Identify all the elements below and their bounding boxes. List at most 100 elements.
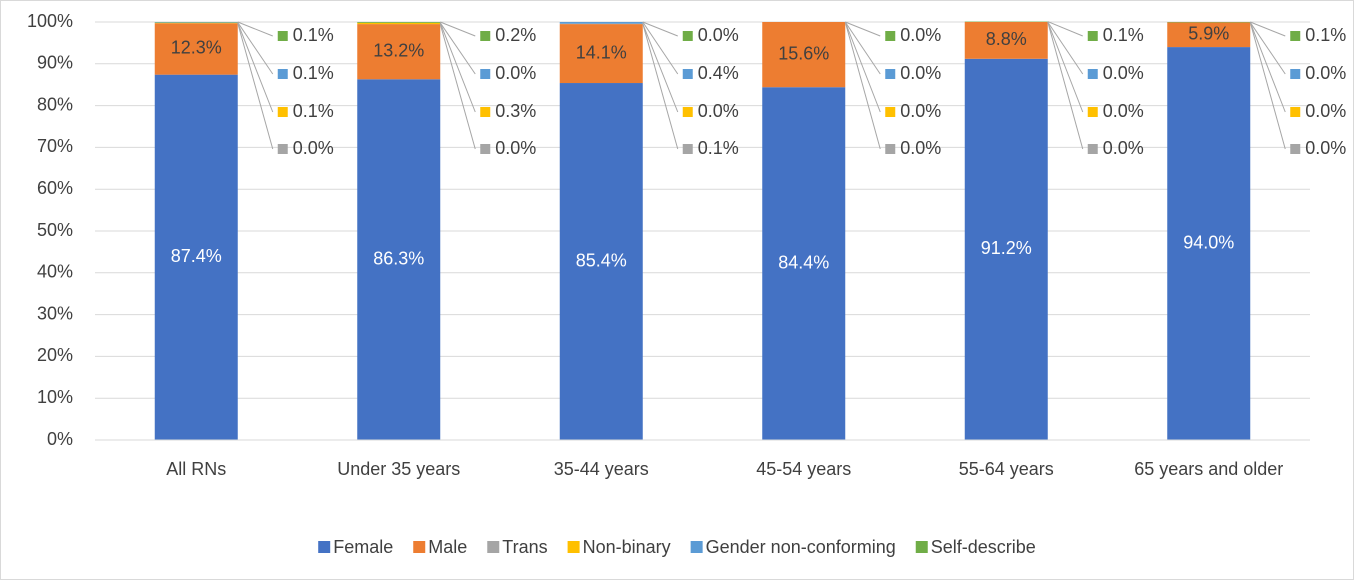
label-swatch bbox=[1290, 144, 1301, 154]
label-swatch bbox=[1290, 69, 1301, 79]
data-label: 0.1% bbox=[293, 101, 334, 121]
label-swatch bbox=[885, 31, 896, 41]
leader-line bbox=[439, 22, 476, 75]
legend-swatch bbox=[567, 541, 580, 553]
data-label: 14.1% bbox=[576, 42, 627, 62]
data-label: 8.8% bbox=[986, 29, 1027, 49]
leader-line bbox=[642, 23, 679, 150]
y-tick-label: 80% bbox=[37, 94, 73, 114]
label-swatch bbox=[885, 144, 896, 154]
label-swatch bbox=[480, 107, 491, 117]
y-tick-label: 60% bbox=[37, 178, 73, 198]
bar-segment bbox=[964, 22, 1048, 59]
label-swatch bbox=[480, 31, 491, 41]
leader-line bbox=[642, 23, 679, 113]
data-label: 0.0% bbox=[900, 25, 941, 45]
y-tick-label: 70% bbox=[37, 136, 73, 156]
data-label: 0.0% bbox=[1103, 138, 1144, 158]
leader-line bbox=[1047, 21, 1084, 75]
leader-line bbox=[237, 23, 274, 150]
bar-segment bbox=[357, 22, 441, 25]
x-tick-label: 65 years and older bbox=[1134, 459, 1283, 479]
y-tick-label: 30% bbox=[37, 303, 73, 323]
data-label: 0.1% bbox=[698, 138, 739, 158]
data-label: 87.4% bbox=[171, 246, 222, 266]
label-swatch bbox=[682, 107, 693, 117]
label-swatch bbox=[277, 31, 288, 41]
y-tick-label: 40% bbox=[37, 262, 73, 282]
label-swatch bbox=[1087, 31, 1098, 41]
data-label: 0.0% bbox=[698, 25, 739, 45]
data-label: 0.0% bbox=[1103, 101, 1144, 121]
leader-line bbox=[1047, 21, 1083, 37]
leader-line bbox=[844, 21, 881, 75]
data-label: 0.0% bbox=[1103, 63, 1144, 83]
x-tick-label: 55-64 years bbox=[959, 459, 1054, 479]
y-tick-label: 50% bbox=[37, 220, 73, 240]
bar-segment bbox=[357, 22, 441, 23]
label-swatch bbox=[682, 144, 693, 154]
data-label: 0.0% bbox=[900, 101, 941, 121]
bar-segment bbox=[154, 23, 238, 75]
label-swatch bbox=[682, 31, 693, 41]
legend-label: Gender non-conforming bbox=[706, 537, 896, 557]
data-label: 94.0% bbox=[1183, 232, 1234, 252]
data-label: 0.0% bbox=[495, 138, 536, 158]
leader-line bbox=[439, 23, 476, 150]
bar-segment bbox=[762, 87, 846, 440]
y-tick-label: 20% bbox=[37, 345, 73, 365]
bar-segment bbox=[559, 24, 643, 84]
label-swatch bbox=[1087, 69, 1098, 79]
leader-line bbox=[440, 21, 476, 37]
label-swatch bbox=[277, 107, 288, 117]
label-swatch bbox=[885, 69, 896, 79]
bar-segment bbox=[559, 22, 643, 24]
bar-segment bbox=[1167, 47, 1251, 440]
data-label: 86.3% bbox=[373, 248, 424, 268]
label-swatch bbox=[277, 69, 288, 79]
data-label: 0.3% bbox=[495, 101, 536, 121]
x-tick-label: 45-54 years bbox=[756, 459, 851, 479]
legend-swatch bbox=[413, 541, 426, 553]
data-label: 0.1% bbox=[1305, 25, 1346, 45]
x-tick-label: Under 35 years bbox=[337, 459, 460, 479]
legend-swatch bbox=[915, 541, 928, 553]
data-label: 0.0% bbox=[1305, 101, 1346, 121]
label-swatch bbox=[480, 69, 491, 79]
label-swatch bbox=[277, 144, 288, 154]
leader-line bbox=[1047, 21, 1084, 113]
leader-line bbox=[642, 21, 679, 75]
data-label: 0.0% bbox=[1305, 138, 1346, 158]
legend-label: Trans bbox=[502, 537, 547, 557]
data-label: 0.1% bbox=[293, 25, 334, 45]
leader-line bbox=[1250, 21, 1286, 37]
bar-segment bbox=[154, 74, 238, 440]
data-label: 91.2% bbox=[981, 238, 1032, 258]
bar-segment bbox=[1167, 22, 1251, 48]
label-swatch bbox=[682, 69, 693, 79]
legend-swatch bbox=[318, 541, 331, 553]
data-label: 0.2% bbox=[495, 25, 536, 45]
legend-label: Male bbox=[428, 537, 467, 557]
data-label: 0.1% bbox=[293, 63, 334, 83]
legend-swatch bbox=[487, 541, 500, 553]
leader-line bbox=[237, 22, 274, 113]
label-swatch bbox=[1290, 31, 1301, 41]
leader-line bbox=[844, 21, 881, 150]
data-label: 0.4% bbox=[698, 63, 739, 83]
data-label: 0.0% bbox=[698, 101, 739, 121]
leader-line bbox=[1047, 21, 1084, 150]
leader-line bbox=[1249, 22, 1286, 150]
data-label: 12.3% bbox=[171, 38, 222, 58]
bar-segment bbox=[357, 24, 441, 80]
data-label: 5.9% bbox=[1188, 23, 1229, 43]
y-tick-label: 0% bbox=[47, 429, 73, 449]
label-swatch bbox=[1290, 107, 1301, 117]
leader-line bbox=[845, 21, 881, 37]
leader-line bbox=[1249, 22, 1286, 113]
y-tick-label: 10% bbox=[37, 387, 73, 407]
data-label: 84.4% bbox=[778, 252, 829, 272]
data-label: 0.0% bbox=[1305, 63, 1346, 83]
